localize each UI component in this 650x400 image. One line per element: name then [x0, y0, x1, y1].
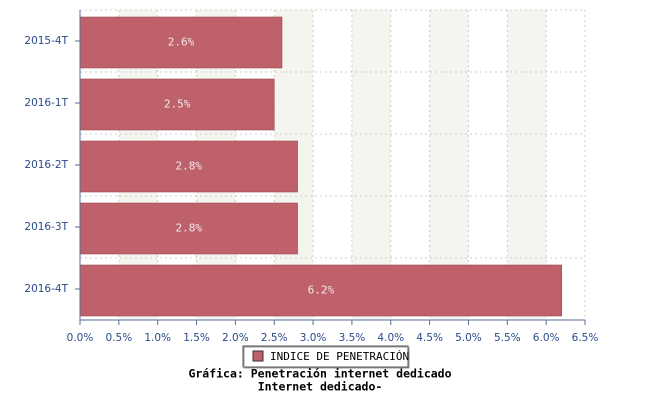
x-tick-label: 1.5%	[183, 332, 210, 344]
x-tick-label: 0.0%	[67, 332, 94, 344]
legend-label: INDICE DE PENETRACIÓN	[270, 350, 409, 363]
x-tick-label: 2.0%	[222, 332, 249, 344]
value-label: 2.5%	[164, 98, 191, 111]
legend-box	[242, 345, 409, 368]
y-tick-label: 2016-2T	[24, 159, 68, 171]
y-tick-label: 2015-4T	[24, 35, 68, 47]
x-tick-label: 6.5%	[572, 332, 599, 344]
axes: 0.0% 0.5% 1.0% 1.5% 2.0% 2.5% 3.0% 3.5% 4.0% 4.5%…	[24, 10, 598, 344]
y-tick-label: 2016-1T	[24, 97, 68, 109]
x-tick-label: 3.0%	[300, 332, 327, 344]
bars: 2.6% 2.5% 2.8% 2.8% 6.2%	[79, 16, 562, 317]
value-label: 2.8%	[176, 160, 203, 173]
x-tick-label: 5.5%	[494, 332, 521, 344]
x-tick-label: 6.0%	[533, 332, 560, 344]
chart-subtitle: Internet dedicado-	[258, 380, 383, 394]
x-tick-label: 2.5%	[261, 332, 288, 344]
x-tick-label: 4.5%	[416, 332, 443, 344]
chart-title: Gráfica: Penetración internet dedicado	[188, 367, 451, 381]
bar	[79, 78, 275, 131]
legend-swatch	[252, 350, 264, 362]
y-tick-label: 2016-3T	[24, 221, 68, 233]
y-tick-label: 2016-4T	[24, 283, 68, 295]
x-tick-label: 1.0%	[144, 332, 171, 344]
x-tick-label: 5.0%	[455, 332, 482, 344]
value-label: 2.6%	[168, 36, 195, 49]
x-tick-label: 4.0%	[377, 332, 404, 344]
x-tick-label: 3.5%	[339, 332, 366, 344]
bar	[79, 16, 283, 69]
value-label: 6.2%	[308, 284, 335, 297]
bar	[79, 202, 298, 255]
value-label: 2.8%	[176, 222, 203, 235]
bar	[79, 264, 562, 317]
x-tick-label: 0.5%	[106, 332, 133, 344]
legend-shadow	[243, 346, 410, 369]
